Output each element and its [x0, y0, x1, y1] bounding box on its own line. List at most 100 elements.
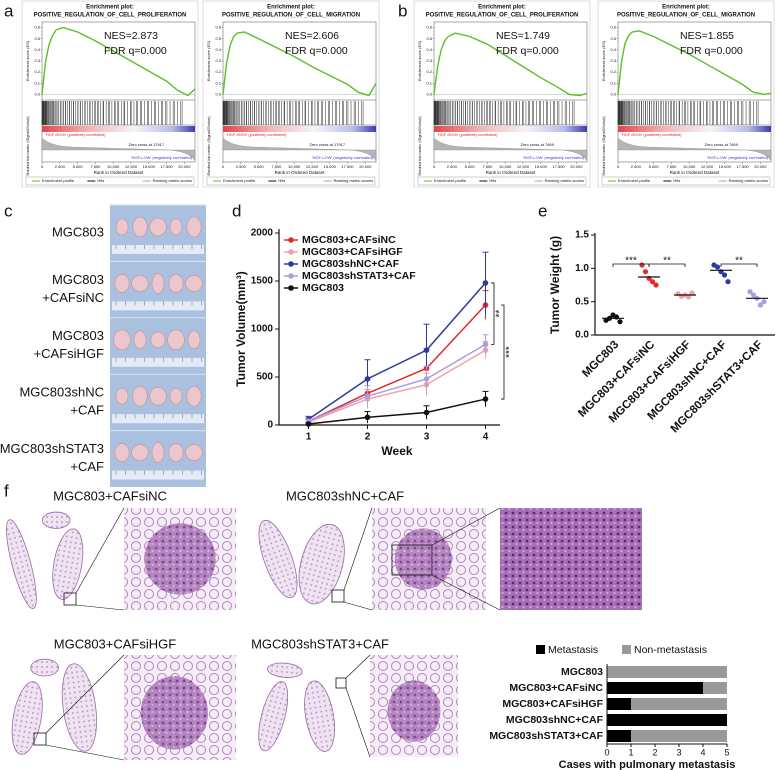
enrichment-curve: [433, 32, 588, 97]
y-tick-label: 0.2: [215, 69, 221, 74]
x-tick-label: 15,000: [324, 164, 337, 169]
rank-gradient: [434, 126, 587, 132]
pos-corr-label: 'HGF-HIGH' (positively correlated): [226, 132, 287, 137]
legend-box: [417, 176, 587, 186]
data-point: [364, 414, 371, 421]
significance-bracket: [720, 263, 758, 267]
x-tick-label: 1: [306, 432, 312, 443]
y-tick-label: MGC803shSTAT3+CAF: [489, 730, 603, 742]
tumor: [168, 274, 184, 293]
y-tick-label: 0.5: [426, 36, 432, 41]
y-tick-label: MGC803shNC+CAF: [506, 714, 604, 726]
tumor: [131, 444, 149, 461]
panel-label: f: [4, 481, 9, 500]
lung-section: [11, 681, 43, 755]
plot-card: [597, 0, 775, 188]
metric-area: [41, 137, 196, 162]
significance-bracket: [501, 304, 505, 400]
y-tick-label: MGC803+CAFsiNC: [509, 682, 603, 694]
histology-label: MGC803+CAFsiNC: [53, 488, 167, 503]
y-tick-label: 2000: [251, 228, 274, 239]
pos-corr-label: 'HGF-HIGH' (positively correlated): [45, 132, 106, 137]
tumor: [131, 275, 149, 292]
rank-gradient: [618, 126, 771, 132]
x-tick-label: 2,500: [55, 164, 66, 169]
lung-section: [258, 681, 289, 752]
neg-corr-label: 'HGF-LOW' (negatively correlated): [312, 155, 374, 160]
metric-axis-label: Ranked list metric (Signal2Noise): [25, 116, 30, 176]
lung-section: [61, 663, 98, 752]
tumor: [115, 387, 129, 405]
lung-section: [258, 519, 298, 599]
legend-label: Enrichment profile: [618, 178, 651, 183]
nes-label: NES=1.855: [680, 30, 734, 42]
y-tick-label: MGC803+CAFsiHGF: [502, 698, 603, 710]
legend-label: MGC803shSTAT3+CAF: [302, 270, 416, 282]
data-point: [747, 289, 753, 295]
y-axis-label: Enrichment score (ES): [601, 40, 606, 81]
legend-label: MGC803+CAFsiNC: [302, 234, 396, 246]
data-point: [482, 341, 489, 348]
inset-box: [33, 732, 47, 746]
zero-cross-label: Zero cross at 17917: [310, 142, 346, 147]
ruler: [112, 301, 204, 311]
y-tick-label: 0.5: [575, 296, 589, 307]
metric-axis-label: Ranked list metric (Signal2Noise): [601, 116, 606, 176]
x-tick-label: 4: [700, 747, 705, 757]
tumor: [132, 385, 148, 407]
zoom-line: [345, 654, 371, 679]
legend-marker: [288, 261, 294, 267]
x-tick-label: 20,000: [359, 164, 372, 169]
pos-corr-label: 'HGF-HIGH' (positively correlated): [437, 132, 498, 137]
series-line: [308, 282, 487, 420]
inset-box: [391, 544, 433, 576]
x-tick-label: 15,000: [535, 164, 548, 169]
lung-section: [30, 658, 59, 677]
zero-cross-label: Zero cross at 17917: [129, 142, 165, 147]
legend-label: MGC803+CAFsiHGF: [302, 246, 403, 258]
x-tick-label: 20,000: [754, 164, 767, 169]
group-label: +CAF: [70, 403, 104, 418]
data-point: [721, 272, 728, 278]
zoom-line: [75, 604, 125, 611]
series-line: [308, 398, 486, 425]
metric-area: [222, 137, 377, 162]
metric-area: [617, 137, 772, 162]
legend-label: Enrichment profile: [42, 178, 75, 183]
x-tick-label: 5,000: [465, 164, 476, 169]
legend-label: Enrichment profile: [434, 178, 467, 183]
tumor-focus: [140, 676, 208, 750]
y-tick-label: 500: [256, 372, 273, 383]
y-tick-label: 0.0: [34, 91, 40, 96]
data-point: [757, 302, 764, 308]
bar-segment: [607, 666, 727, 678]
data-point: [750, 292, 757, 298]
y-tick-label: 0.4: [426, 47, 432, 52]
tumor: [168, 443, 184, 462]
tumor: [150, 331, 166, 349]
x-axis-label: Rank in Ordered Dataset: [94, 170, 145, 175]
x-tick-label: 17,500: [160, 164, 173, 169]
data-point: [305, 421, 312, 427]
data-point: [617, 319, 623, 325]
fdr-label: FDR q=0.000: [496, 45, 559, 57]
x-tick-label: 2: [365, 432, 371, 443]
bar-segment: [607, 714, 727, 726]
neg-corr-label: 'HGF-LOW' (negatively correlated): [707, 155, 769, 160]
group-label: +CAF: [70, 459, 104, 474]
bar-segment: [607, 730, 631, 742]
panel-label: a: [4, 1, 14, 20]
tumor-focus: [387, 680, 441, 742]
x-axis-label: Cases with pulmonary metastasis: [559, 759, 736, 770]
legend-label: Hits: [489, 178, 496, 183]
x-tick-label: 0: [222, 164, 225, 169]
data-point: [364, 393, 371, 400]
x-tick-label: 17,500: [552, 164, 565, 169]
x-tick-label: 4: [483, 432, 489, 443]
data-point: [482, 280, 489, 286]
y-axis-label: Tumor Volume(mm³): [234, 271, 248, 387]
tumor: [115, 218, 129, 236]
tumor: [151, 442, 165, 463]
x-tick-label: 12,500: [517, 164, 530, 169]
x-tick-label: 7,500: [666, 164, 677, 169]
